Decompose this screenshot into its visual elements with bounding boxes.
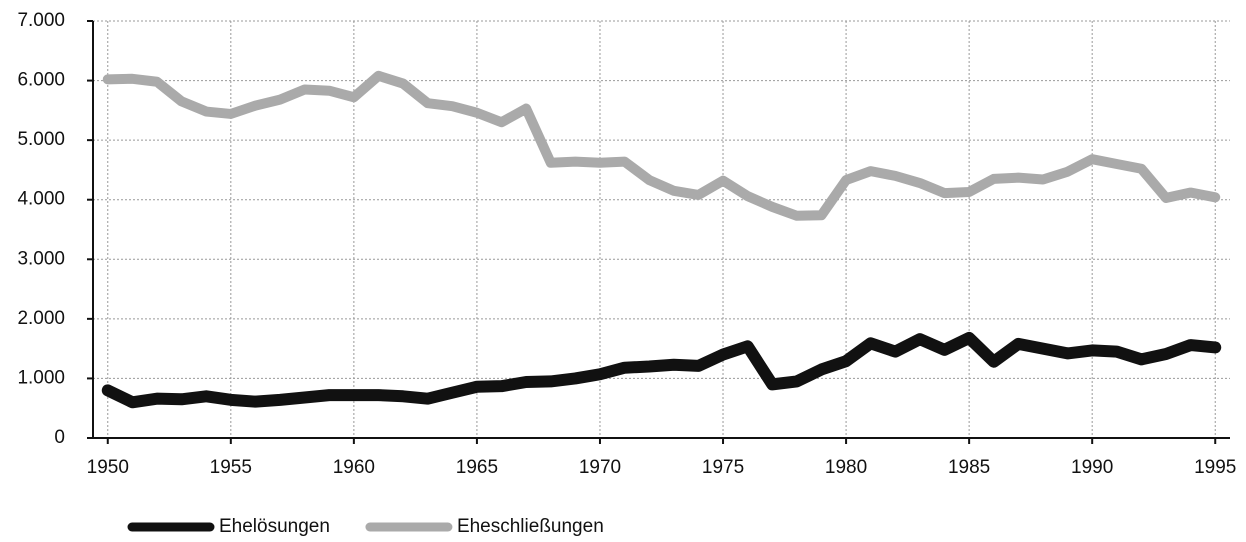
x-tick-label: 1990 [1071, 457, 1113, 478]
series-line [102, 70, 1221, 221]
x-tick-label: 1955 [210, 457, 252, 478]
x-tick-label: 1965 [456, 457, 498, 478]
legend-label: Eheschließungen [457, 516, 604, 537]
y-tick-label: 1.000 [17, 367, 65, 388]
x-tick-label: 1970 [579, 457, 621, 478]
y-tick-label: 7.000 [17, 10, 65, 31]
y-tick-label: 2.000 [17, 308, 65, 329]
x-tick-label: 1985 [948, 457, 990, 478]
x-tick-label: 1980 [825, 457, 867, 478]
legend-label: Ehelösungen [219, 516, 330, 537]
y-tick-label: 3.000 [17, 248, 65, 269]
y-tick-label: 4.000 [17, 189, 65, 210]
x-tick-label: 1995 [1194, 457, 1236, 478]
x-tick-label: 1950 [87, 457, 129, 478]
y-tick-label: 0 [54, 427, 65, 448]
x-tick-label: 1975 [702, 457, 744, 478]
y-tick-label: 6.000 [17, 70, 65, 91]
y-tick-label: 5.000 [17, 129, 65, 150]
x-tick-label: 1960 [333, 457, 375, 478]
series-line [101, 331, 1222, 409]
